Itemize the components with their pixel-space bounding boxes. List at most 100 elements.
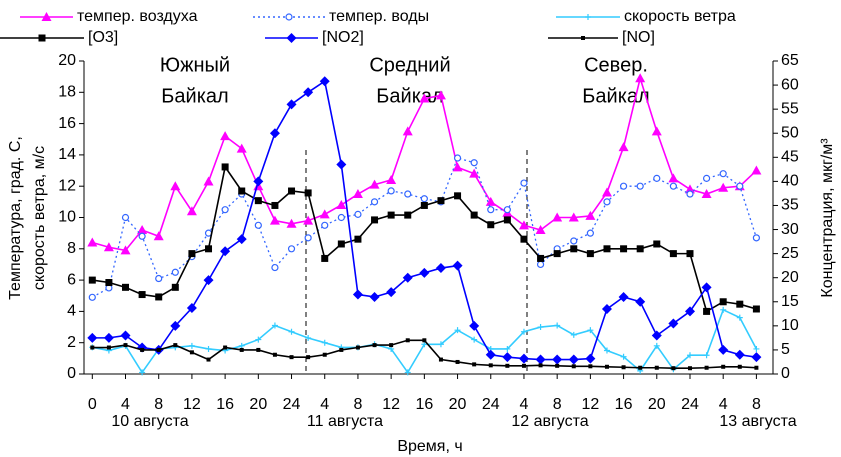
series-line — [92, 164, 757, 313]
marker — [485, 349, 496, 360]
marker — [721, 364, 726, 369]
marker — [455, 359, 460, 364]
marker — [386, 174, 397, 184]
marker — [701, 189, 712, 199]
marker — [636, 182, 644, 190]
marker — [352, 289, 363, 300]
marker — [319, 76, 330, 87]
marker — [170, 181, 181, 191]
y2-tick-label: 0 — [781, 365, 790, 382]
marker — [505, 363, 510, 368]
legend-label: скорость ветра — [624, 8, 736, 25]
marker — [105, 279, 113, 287]
marker — [453, 154, 462, 162]
marker — [686, 190, 694, 198]
y-tick-label: 12 — [58, 177, 76, 194]
region-label: Средний — [369, 54, 450, 76]
marker — [554, 322, 561, 329]
marker — [504, 345, 511, 352]
marker — [223, 345, 228, 350]
marker — [122, 283, 130, 291]
marker — [256, 347, 261, 352]
marker — [402, 272, 413, 283]
marker — [38, 34, 46, 42]
marker — [238, 342, 245, 349]
y2-tick-label: 30 — [781, 221, 799, 238]
x-tick-label: 8 — [154, 396, 163, 413]
marker — [487, 206, 495, 214]
marker — [186, 303, 197, 314]
marker — [719, 298, 727, 306]
marker — [336, 199, 347, 209]
marker — [702, 174, 711, 182]
marker — [155, 274, 163, 283]
marker — [435, 263, 446, 274]
marker — [253, 176, 264, 187]
marker — [220, 246, 231, 257]
marker — [372, 343, 377, 348]
marker — [621, 365, 626, 370]
marker — [203, 176, 214, 186]
marker — [405, 338, 410, 343]
region-label: Южный — [160, 54, 230, 76]
x-tick-label: 4 — [121, 396, 130, 413]
marker — [306, 355, 311, 360]
marker — [654, 365, 659, 370]
marker — [138, 291, 146, 299]
marker — [339, 347, 344, 352]
region-label: Байкал — [582, 85, 649, 107]
marker — [752, 234, 760, 242]
marker — [255, 336, 262, 343]
marker — [653, 174, 661, 182]
marker — [686, 352, 693, 359]
y2-tick-label: 5 — [781, 341, 790, 358]
marker — [684, 306, 695, 317]
marker — [189, 350, 194, 355]
y2-tick-label: 55 — [781, 100, 799, 117]
x-tick-label: 20 — [249, 396, 267, 413]
marker — [604, 364, 609, 369]
marker — [703, 352, 710, 359]
x-tick-label: 8 — [553, 396, 562, 413]
marker — [736, 182, 744, 190]
marker — [419, 267, 430, 278]
marker — [487, 221, 495, 229]
marker — [588, 364, 593, 369]
marker — [635, 73, 646, 83]
x-tick-label: 16 — [415, 396, 433, 413]
y2-tick-label: 35 — [781, 197, 799, 214]
marker — [568, 354, 579, 365]
marker — [188, 342, 195, 349]
marker — [734, 349, 745, 360]
y2-tick-label: 50 — [781, 124, 799, 141]
marker — [120, 330, 131, 341]
x-tick-label: 24 — [681, 396, 699, 413]
marker — [369, 179, 380, 189]
marker — [570, 331, 577, 338]
marker — [286, 33, 297, 43]
y2-axis-label: Концентрация, мкг/м³ — [819, 138, 836, 298]
marker — [205, 345, 212, 352]
marker — [571, 364, 576, 369]
series-line — [91, 157, 758, 298]
marker — [535, 354, 546, 365]
marker — [422, 338, 427, 343]
marker — [321, 221, 329, 229]
marker — [753, 345, 760, 352]
marker — [638, 365, 643, 370]
marker — [254, 221, 262, 229]
marker — [269, 128, 280, 139]
y-tick-label: 2 — [67, 334, 76, 351]
marker — [485, 196, 496, 206]
marker — [140, 347, 145, 352]
marker — [736, 300, 744, 308]
marker — [668, 318, 679, 329]
marker — [337, 213, 345, 222]
marker — [469, 168, 480, 178]
x-tick-label: 8 — [752, 396, 761, 413]
marker — [703, 307, 711, 315]
marker — [470, 211, 478, 219]
marker — [454, 192, 462, 200]
marker — [619, 182, 628, 190]
